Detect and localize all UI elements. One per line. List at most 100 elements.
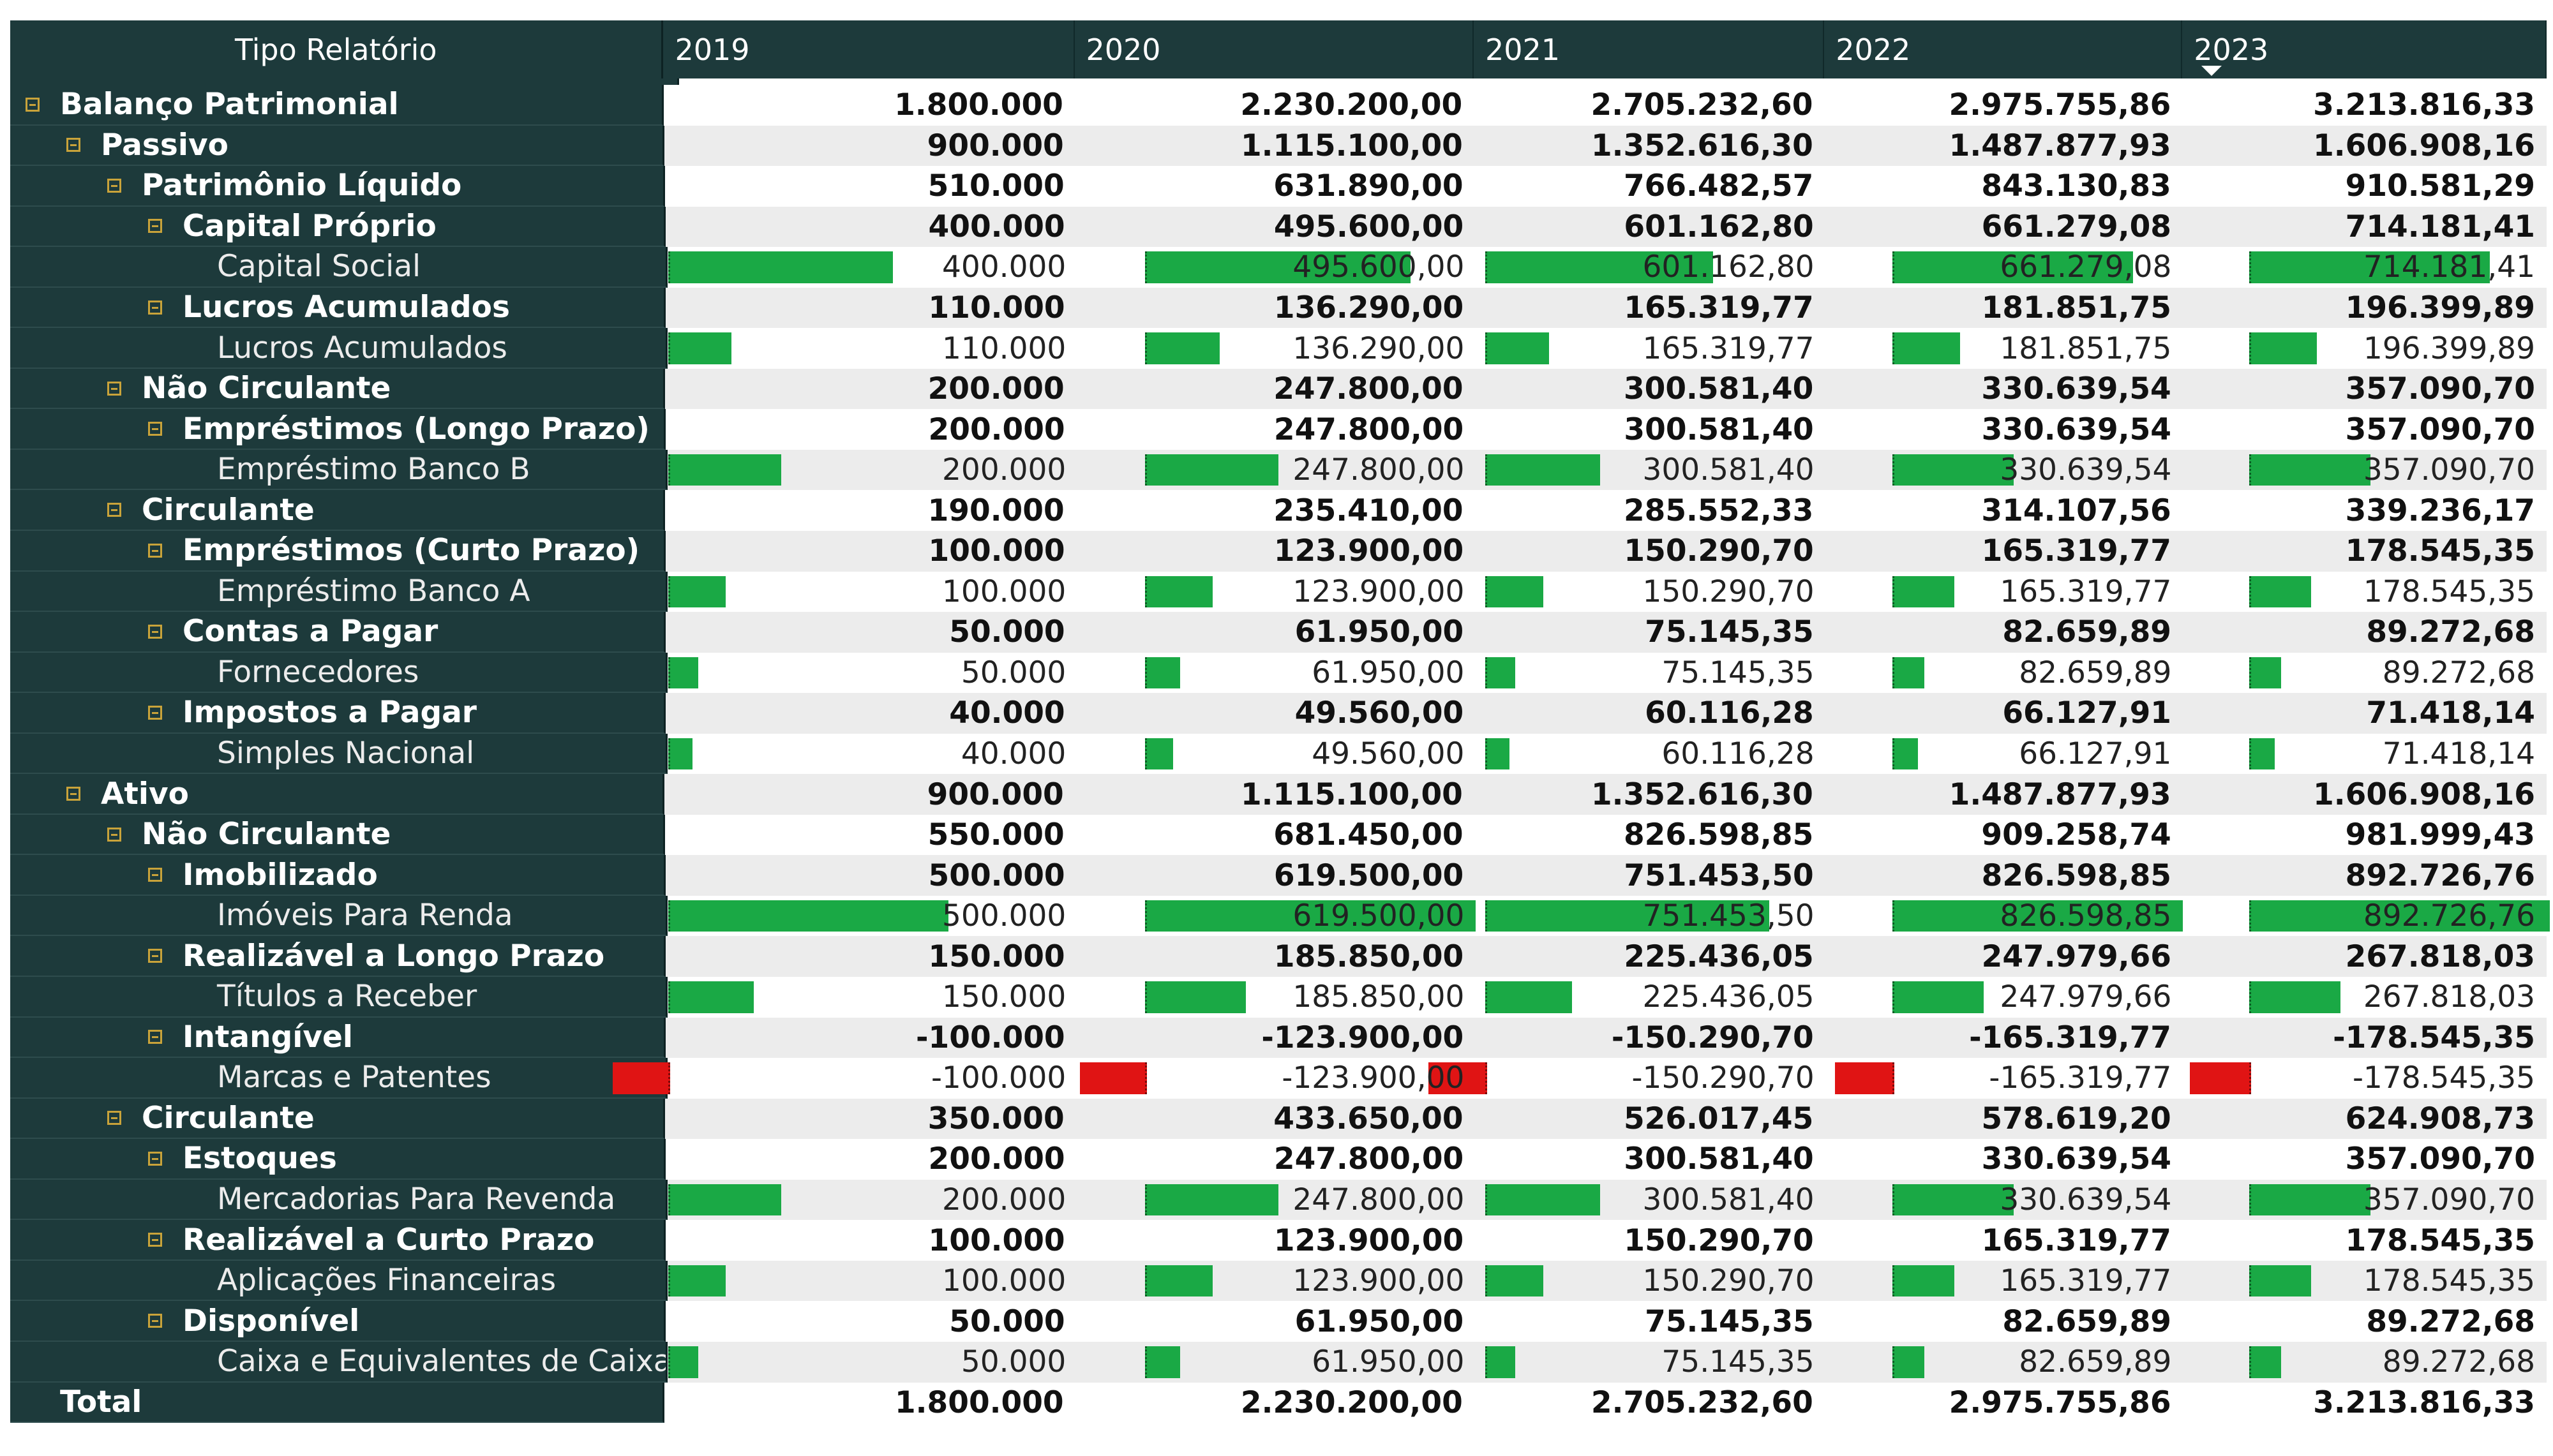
value-cell-2022[interactable]: 165.319,77 bbox=[1825, 571, 2183, 613]
value-cell-2020[interactable]: 61.950,00 bbox=[1077, 1341, 1476, 1383]
value-cell-2021[interactable]: -150.290,70 bbox=[1475, 1017, 1825, 1059]
row-label[interactable]: Títulos a Receber bbox=[10, 977, 668, 1018]
row-label[interactable]: Caixa e Equivalentes de Caixa bbox=[10, 1341, 668, 1383]
value-cell-2022[interactable]: 82.659,89 bbox=[1825, 652, 2183, 694]
value-cell-2022[interactable]: 82.659,89 bbox=[1825, 612, 2183, 653]
row-label[interactable]: Não Circulante bbox=[10, 814, 666, 856]
value-cell-2022[interactable]: 1.487.877,93 bbox=[1824, 125, 2183, 167]
value-cell-2022[interactable]: 330.639,54 bbox=[1825, 1179, 2183, 1221]
value-cell-2020[interactable]: 619.500,00 bbox=[1076, 855, 1476, 896]
value-cell-2020[interactable]: 123.900,00 bbox=[1077, 1260, 1476, 1302]
value-cell-2023[interactable]: 267.818,03 bbox=[2183, 977, 2547, 1018]
value-cell-2022[interactable]: 181.851,75 bbox=[1825, 287, 2183, 329]
value-cell-2021[interactable]: 150.290,70 bbox=[1475, 531, 1825, 572]
row-label[interactable]: Intangível bbox=[10, 1017, 666, 1059]
collapse-icon[interactable] bbox=[148, 1233, 162, 1247]
row-label[interactable]: Estoques bbox=[10, 1139, 666, 1180]
value-cell-2019[interactable]: 200.000 bbox=[665, 368, 1076, 410]
value-cell-2020[interactable]: 61.950,00 bbox=[1077, 652, 1476, 694]
collapse-icon[interactable] bbox=[107, 381, 121, 396]
collapse-icon[interactable] bbox=[148, 1151, 162, 1166]
value-cell-2022[interactable]: -165.319,77 bbox=[1825, 1058, 2183, 1099]
row-label[interactable]: Mercadorias Para Revenda bbox=[10, 1179, 668, 1221]
value-cell-2022[interactable]: 330.639,54 bbox=[1825, 1139, 2183, 1180]
value-cell-2021[interactable]: 150.290,70 bbox=[1475, 1220, 1825, 1261]
value-cell-2023[interactable]: 357.090,70 bbox=[2183, 1139, 2547, 1180]
value-cell-2021[interactable]: 751.453,50 bbox=[1476, 895, 1826, 937]
value-cell-2021[interactable]: 75.145,35 bbox=[1476, 652, 1826, 694]
row-label[interactable]: Aplicações Financeiras bbox=[10, 1260, 668, 1302]
collapse-icon[interactable] bbox=[148, 949, 162, 963]
value-cell-2023[interactable]: 196.399,89 bbox=[2183, 328, 2547, 369]
value-cell-2021[interactable]: 75.145,35 bbox=[1475, 1301, 1825, 1342]
value-cell-2023[interactable]: 624.908,73 bbox=[2182, 1098, 2547, 1140]
value-cell-2019[interactable]: 40.000 bbox=[666, 693, 1077, 734]
value-cell-2019[interactable]: 510.000 bbox=[665, 166, 1076, 207]
collapse-icon[interactable] bbox=[148, 868, 162, 882]
sort-descending-icon[interactable] bbox=[2201, 66, 2222, 76]
row-label[interactable]: Lucros Acumulados bbox=[10, 287, 666, 329]
value-cell-2020[interactable]: 123.900,00 bbox=[1076, 531, 1476, 572]
collapse-icon[interactable] bbox=[66, 787, 80, 801]
value-cell-2019[interactable]: 50.000 bbox=[667, 1341, 1078, 1383]
value-cell-2020[interactable]: 185.850,00 bbox=[1076, 936, 1476, 977]
row-label[interactable]: Empréstimo Banco A bbox=[10, 571, 668, 613]
value-cell-2020[interactable]: 2.230.200,00 bbox=[1075, 1382, 1474, 1423]
value-cell-2022[interactable]: 181.851,75 bbox=[1825, 328, 2183, 369]
collapse-icon[interactable] bbox=[107, 178, 121, 193]
value-cell-2023[interactable]: 89.272,68 bbox=[2183, 1341, 2547, 1383]
value-cell-2021[interactable]: -150.290,70 bbox=[1428, 1058, 1826, 1099]
value-cell-2021[interactable]: 1.352.616,30 bbox=[1474, 774, 1825, 815]
collapse-icon[interactable] bbox=[148, 705, 162, 720]
value-cell-2020[interactable]: 123.900,00 bbox=[1077, 571, 1476, 613]
value-cell-2019[interactable]: 110.000 bbox=[667, 328, 1078, 369]
value-cell-2023[interactable]: 267.818,03 bbox=[2183, 936, 2547, 977]
value-cell-2019[interactable]: 900.000 bbox=[664, 774, 1075, 815]
value-cell-2019[interactable]: 40.000 bbox=[667, 733, 1078, 775]
value-cell-2022[interactable]: 82.659,89 bbox=[1825, 1301, 2183, 1342]
row-label[interactable]: Impostos a Pagar bbox=[10, 693, 666, 734]
value-cell-2022[interactable]: 330.639,54 bbox=[1825, 368, 2183, 410]
value-cell-2021[interactable]: 150.290,70 bbox=[1476, 571, 1826, 613]
row-label[interactable]: Circulante bbox=[10, 490, 666, 531]
collapse-icon[interactable] bbox=[148, 300, 162, 315]
value-cell-2020[interactable]: 136.290,00 bbox=[1077, 328, 1476, 369]
value-cell-2020[interactable]: 619.500,00 bbox=[1077, 895, 1477, 937]
value-cell-2021[interactable]: 165.319,77 bbox=[1475, 287, 1825, 329]
value-cell-2021[interactable]: 60.116,28 bbox=[1475, 693, 1825, 734]
row-label[interactable]: Simples Nacional bbox=[10, 733, 668, 775]
value-cell-2023[interactable]: 357.090,70 bbox=[2183, 1179, 2547, 1221]
value-cell-2022[interactable]: 826.598,85 bbox=[1825, 895, 2193, 937]
value-cell-2019[interactable]: 50.000 bbox=[666, 1301, 1077, 1342]
value-cell-2023[interactable]: 339.236,17 bbox=[2182, 490, 2547, 531]
value-cell-2019[interactable]: 350.000 bbox=[665, 1098, 1076, 1140]
value-cell-2021[interactable]: 300.581,40 bbox=[1476, 449, 1826, 491]
value-cell-2019[interactable]: 200.000 bbox=[667, 449, 1078, 491]
value-cell-2019[interactable]: 100.000 bbox=[667, 571, 1078, 613]
column-header-2021[interactable]: 2021 bbox=[1474, 20, 1825, 78]
value-cell-2021[interactable]: 150.290,70 bbox=[1476, 1260, 1826, 1302]
value-cell-2021[interactable]: 165.319,77 bbox=[1476, 328, 1826, 369]
value-cell-2022[interactable]: 165.319,77 bbox=[1825, 531, 2183, 572]
value-cell-2019[interactable]: 100.000 bbox=[666, 1220, 1077, 1261]
value-cell-2019[interactable]: 200.000 bbox=[666, 409, 1077, 450]
value-cell-2021[interactable]: 1.352.616,30 bbox=[1474, 125, 1825, 167]
value-cell-2023[interactable]: 178.545,35 bbox=[2183, 531, 2547, 572]
value-cell-2022[interactable]: 826.598,85 bbox=[1825, 855, 2183, 896]
value-cell-2019[interactable]: 150.000 bbox=[667, 977, 1078, 1018]
collapse-icon[interactable] bbox=[148, 422, 162, 436]
value-cell-2022[interactable]: 661.279,08 bbox=[1825, 206, 2183, 248]
column-header-2019[interactable]: 2019 bbox=[663, 20, 1075, 78]
column-header-2022[interactable]: 2022 bbox=[1824, 20, 2183, 78]
value-cell-2019[interactable]: 150.000 bbox=[666, 936, 1077, 977]
value-cell-2023[interactable]: 714.181,41 bbox=[2183, 206, 2547, 248]
value-cell-2023[interactable]: 357.090,70 bbox=[2183, 409, 2547, 450]
value-cell-2022[interactable]: 1.487.877,93 bbox=[1824, 774, 2183, 815]
row-label[interactable]: Realizável a Longo Prazo bbox=[10, 936, 666, 977]
value-cell-2023[interactable]: -178.545,35 bbox=[2183, 1058, 2547, 1099]
value-cell-2023[interactable]: 178.545,35 bbox=[2183, 1260, 2547, 1302]
value-cell-2021[interactable]: 75.145,35 bbox=[1476, 1341, 1826, 1383]
value-cell-2021[interactable]: 2.705.232,60 bbox=[1474, 85, 1825, 126]
value-cell-2019[interactable]: 400.000 bbox=[667, 247, 1078, 288]
value-cell-2022[interactable]: 2.975.755,86 bbox=[1824, 85, 2183, 126]
